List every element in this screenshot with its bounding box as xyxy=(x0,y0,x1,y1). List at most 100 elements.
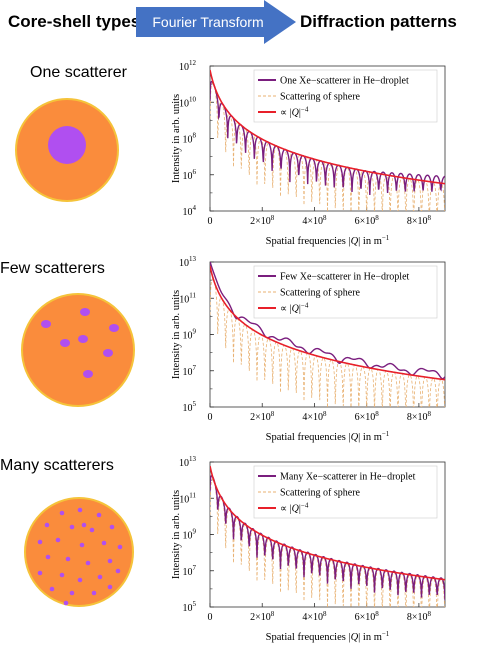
x-tick-label: 4×108 xyxy=(302,410,327,423)
legend-entry: Scattering of sphere xyxy=(280,288,361,299)
power-law-line xyxy=(210,465,445,581)
xenon-scatterer xyxy=(107,558,113,564)
x-tick-label: 8×108 xyxy=(407,410,432,423)
sphere-scattering-line xyxy=(210,278,445,407)
xenon-scatterer xyxy=(97,574,103,580)
xenon-scatterer xyxy=(60,339,70,347)
x-tick-label: 2×108 xyxy=(250,214,275,227)
legend: One Xe−scatterer in He−droplet Scattering… xyxy=(253,69,438,123)
y-axis-label: Intensity in arb. units xyxy=(171,94,182,183)
legend-entry: ∝ |Q|−4 xyxy=(280,502,309,515)
legend-box xyxy=(253,465,438,519)
xenon-scatterer xyxy=(107,584,113,590)
xenon-scatterer xyxy=(101,540,107,546)
legend-box xyxy=(253,265,438,319)
diffraction-plot-one-scatterer: 0 2×108 4×108 6×108 8×10810410610810101012In… xyxy=(171,59,446,247)
legend-entry: Scattering of sphere xyxy=(280,92,361,103)
xe-scatterer-line xyxy=(210,262,445,380)
x-axis-label: Spatial frequencies |Q| in m−1 xyxy=(266,630,390,643)
y-tick-label: 108 xyxy=(183,132,197,146)
xenon-scatterer xyxy=(77,577,83,583)
fourier-transform-arrow: Fourier Transform xyxy=(136,0,296,44)
x-tick-label: 4×108 xyxy=(302,610,327,623)
xenon-scatterer xyxy=(78,335,88,343)
xenon-scatterers xyxy=(37,507,123,606)
y-axis-label: Intensity in arb. units xyxy=(171,290,182,379)
right-header-title: Diffraction patterns xyxy=(300,12,457,31)
xenon-scatterer xyxy=(79,542,85,548)
x-axis-label: Spatial frequencies |Q| in m−1 xyxy=(266,234,390,247)
power-law-line xyxy=(210,265,445,381)
left-header-title: Core-shell types xyxy=(8,12,141,31)
y-tick-label: 106 xyxy=(183,168,197,182)
y-tick-label: 1013 xyxy=(179,255,197,269)
xenon-scatterer xyxy=(65,556,71,562)
droplet-few-scatterers xyxy=(21,293,135,407)
xenon-scatterer xyxy=(96,512,102,518)
x-tick-label: 4×108 xyxy=(302,214,327,227)
legend-entry: Few Xe−scatterer in He−droplet xyxy=(280,272,410,283)
xenon-scatterers xyxy=(41,308,119,378)
xenon-scatterer xyxy=(59,572,65,578)
xenon-scatterer xyxy=(41,320,51,328)
xenon-scatterer xyxy=(63,600,69,606)
x-tick-label: 8×108 xyxy=(407,214,432,227)
legend-entry: ∝ |Q|−4 xyxy=(280,302,309,315)
xenon-scatterer xyxy=(48,126,86,164)
xenon-scatterer xyxy=(109,324,119,332)
legend: Many Xe−scatterer in He−droplet Scatterin… xyxy=(253,465,438,519)
xenon-scatterer xyxy=(103,349,113,357)
xenon-scatterer xyxy=(69,590,75,596)
x-tick-label: 0 xyxy=(208,216,213,227)
y-tick-label: 1013 xyxy=(179,455,197,469)
legend-entry: Many Xe−scatterer in He−droplet xyxy=(280,472,416,483)
y-tick-label: 1012 xyxy=(179,59,197,73)
xenon-scatterer xyxy=(81,522,87,528)
xenon-scatterer xyxy=(59,510,65,516)
power-law-line xyxy=(210,69,445,185)
xenon-scatterer xyxy=(44,522,50,528)
x-tick-label: 0 xyxy=(208,412,213,423)
xenon-scatterer xyxy=(89,527,95,533)
legend-box xyxy=(253,69,438,123)
y-tick-label: 107 xyxy=(183,564,197,578)
x-tick-label: 6×108 xyxy=(355,610,380,623)
x-tick-label: 8×108 xyxy=(407,610,432,623)
xenon-scatterer xyxy=(77,507,83,513)
y-tick-label: 104 xyxy=(183,204,197,218)
x-tick-label: 6×108 xyxy=(355,214,380,227)
droplet-many-scatterers xyxy=(24,497,134,607)
xenon-scatterer xyxy=(85,560,91,566)
xenon-scatterer xyxy=(49,586,55,592)
xenon-scatterer xyxy=(91,590,97,596)
y-tick-label: 107 xyxy=(183,364,197,378)
xenon-scatterer xyxy=(45,554,51,560)
xenon-scatterer xyxy=(37,539,43,545)
diffraction-plot-many-scatterers: 0 2×108 4×108 6×108 8×10810510710910111013In… xyxy=(171,455,446,643)
xenon-scatterer xyxy=(37,570,43,576)
xenon-scatterer xyxy=(80,308,90,316)
legend-entry: Scattering of sphere xyxy=(280,488,361,499)
y-tick-label: 105 xyxy=(183,600,197,614)
arrow-shape xyxy=(136,0,296,44)
xe-scatterer-line xyxy=(210,474,445,601)
row-label-many-scatterers: Many scatterers xyxy=(0,457,114,474)
legend-entry: One Xe−scatterer in He−droplet xyxy=(280,76,409,87)
y-tick-label: 109 xyxy=(183,328,197,342)
helium-droplet xyxy=(24,497,134,607)
x-tick-label: 2×108 xyxy=(250,410,275,423)
x-tick-label: 0 xyxy=(208,612,213,623)
x-tick-label: 6×108 xyxy=(355,410,380,423)
legend-entry: ∝ |Q|−4 xyxy=(280,106,309,119)
row-label-few-scatterers: Few scatterers xyxy=(0,260,105,277)
xenon-scatterer xyxy=(69,524,75,530)
helium-droplet xyxy=(21,293,135,407)
y-tick-label: 105 xyxy=(183,400,197,414)
xenon-scatterer xyxy=(115,568,121,574)
y-tick-label: 109 xyxy=(183,528,197,542)
y-axis-label: Intensity in arb. units xyxy=(171,490,182,579)
droplet-one-scatterer xyxy=(15,98,119,202)
diffraction-plot-few-scatterers: 0 2×108 4×108 6×108 8×10810510710910111013In… xyxy=(171,255,446,443)
xenon-scatterer xyxy=(117,544,123,550)
legend: Few Xe−scatterer in He−droplet Scattering… xyxy=(253,265,438,319)
